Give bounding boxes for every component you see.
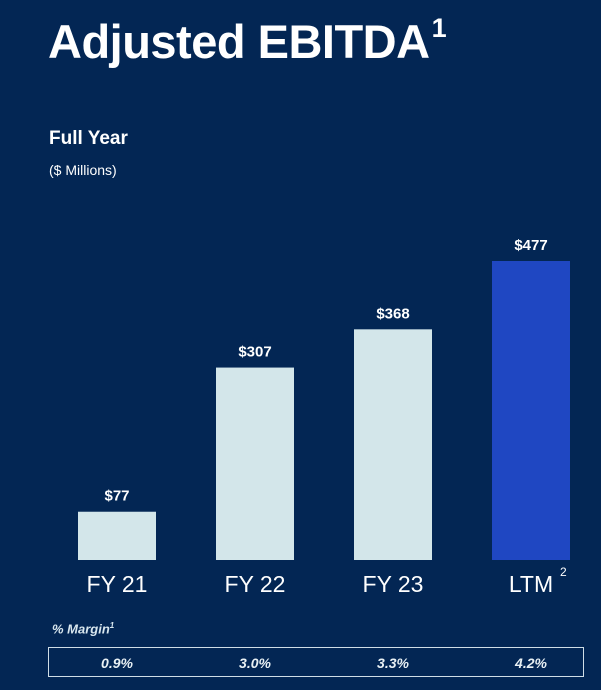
category-label-fy-21: FY 21 [87,571,148,597]
value-label-fy-23: $368 [376,305,409,322]
bar-chart: $77 FY 21 $307 FY 22 $368 FY 23 $477 LTM 2 [78,237,570,597]
bar-fy-21 [78,511,156,560]
page-title: Adjusted EBITDA1 [48,13,447,69]
title-text: Adjusted EBITDA [48,15,430,68]
margin-footnote: 1 [109,621,115,630]
units-label: ($ Millions) [49,162,117,178]
category-label-fy-22: FY 22 [225,571,286,597]
title-footnote: 1 [431,13,447,44]
margin-box [48,647,584,677]
category-label-ltm: LTM [509,571,553,597]
margin-title: % Margin1 [52,621,114,636]
margin-title-text: % Margin [52,621,110,637]
bar-ltm [492,261,570,560]
margin-value-fy22: 3.0% [239,655,271,671]
margin-value-fy23: 3.3% [377,655,409,671]
value-label-fy-21: $77 [104,488,129,505]
bar-fy-22 [216,367,294,560]
chart-subtitle: Full Year [49,128,128,149]
value-label-fy-22: $307 [238,344,271,361]
margin-value-fy21: 0.9% [101,655,133,671]
category-label-fy-23: FY 23 [363,571,424,597]
category-footnote-ltm: 2 [560,565,567,579]
value-label-ltm: $477 [514,237,547,254]
bar-fy-23 [354,329,432,560]
margin-value-ltm: 4.2% [515,655,547,671]
